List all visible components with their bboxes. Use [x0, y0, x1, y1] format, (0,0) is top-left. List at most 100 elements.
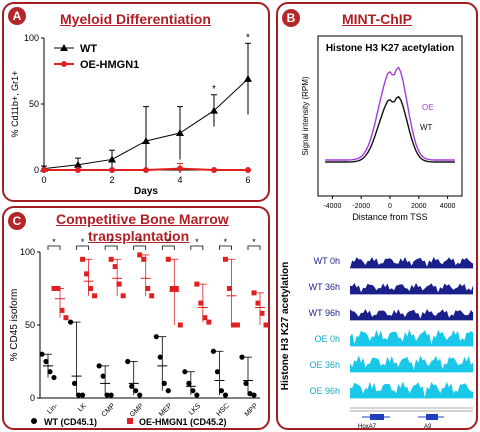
track-label: OE 96h: [309, 386, 340, 396]
data-point: [137, 252, 143, 258]
data-point: [84, 271, 90, 277]
data-point: [251, 392, 257, 398]
panel-a-badge: A: [8, 7, 26, 25]
track-signal: [350, 309, 474, 320]
x-tick-label: -4000: [323, 203, 341, 210]
data-point: [198, 300, 204, 306]
data-point: [244, 74, 252, 82]
significance-mark: *: [195, 237, 199, 247]
plot-frame: [317, 35, 463, 197]
significance-mark: *: [252, 237, 256, 247]
data-point: [190, 388, 196, 394]
data-point: [88, 286, 94, 291]
gene-label: A9: [424, 424, 432, 430]
data-point: [67, 319, 74, 325]
panel-c: C Competitive Bone Marrow transplantatio…: [2, 206, 270, 430]
significance-bracket: [247, 245, 261, 250]
y-tick-label: 50: [25, 320, 35, 330]
data-point: [75, 392, 82, 398]
data-point: [96, 363, 102, 369]
significance-mark: *: [224, 237, 228, 247]
track-label: WT 36h: [309, 282, 340, 292]
data-point: [129, 383, 135, 389]
x-tick-label: 2000: [411, 203, 427, 210]
data-point: [141, 256, 147, 262]
data-point: [116, 281, 122, 287]
profile-label-oe: OE: [422, 103, 434, 112]
data-point: [51, 374, 57, 381]
legend-label: WT (CD45.1): [44, 417, 97, 427]
legend-swatch: [60, 44, 68, 51]
track-signal: [350, 329, 474, 346]
data-point: [143, 167, 149, 173]
track-label: OE 0h: [314, 334, 340, 344]
significance-mark: *: [109, 237, 113, 247]
data-point: [211, 167, 217, 173]
legend: WT OE-HMGN1: [54, 43, 139, 71]
data-point: [210, 348, 217, 354]
panel-c-title-line1: Competitive Bone Marrow: [56, 211, 229, 227]
category-label: Lin-: [46, 402, 60, 416]
track-signal: [350, 381, 474, 398]
data-point: [133, 388, 139, 394]
data-point: [176, 129, 184, 137]
data-point: [230, 322, 236, 328]
data-point: [173, 286, 179, 291]
track-label: OE 36h: [309, 360, 340, 370]
data-point: [59, 307, 65, 313]
myeloid-chart: 0 50 100 0 2 4 6 Days % Cd11b+, Gr1+ * * WT OE-HMGN1: [10, 32, 252, 197]
significance-bracket: [76, 245, 89, 250]
x-tick-label: 2: [109, 175, 114, 185]
data-point: [210, 106, 218, 114]
significance-mark: *: [246, 32, 250, 43]
x-tick-label: 4000: [440, 203, 456, 210]
data-point: [153, 334, 159, 340]
data-point: [165, 256, 171, 262]
category-label: LK: [77, 402, 88, 413]
data-point: [182, 369, 188, 375]
data-point: [206, 319, 212, 325]
data-point: [120, 293, 126, 299]
data-point: [161, 380, 167, 386]
category-label: HSC: [215, 402, 230, 417]
profile-line-oe: [325, 66, 455, 161]
track-signal: [350, 282, 474, 294]
data-point: [55, 286, 61, 291]
data-point: [255, 300, 261, 306]
y-axis-label: % CD45 isoform: [9, 289, 20, 362]
significance-mark: *: [52, 237, 56, 247]
data-point: [239, 354, 245, 360]
data-point: [177, 322, 183, 328]
data-point: [47, 369, 53, 375]
profile-title: Histone H3 K27 acetylation: [326, 43, 454, 54]
data-point: [234, 322, 240, 328]
data-point: [194, 392, 200, 398]
panel-b-title: MINT-ChIP: [342, 11, 412, 27]
category-label: CMP: [101, 402, 117, 418]
data-point: [79, 392, 86, 398]
x-axis-label: Distance from TSS: [352, 212, 427, 222]
data-point: [263, 322, 269, 328]
data-point: [112, 264, 118, 270]
legend-label: WT: [80, 43, 97, 55]
data-point: [243, 380, 249, 386]
category-label: LKS: [188, 402, 203, 417]
data-point: [214, 369, 221, 375]
y-tick-label: 100: [24, 33, 39, 43]
data-point: [71, 380, 78, 386]
data-point: [222, 392, 229, 398]
y-axis-label: Signal intensity (RPM): [301, 76, 310, 155]
data-point: [157, 354, 163, 360]
data-point: [259, 310, 265, 316]
data-point: [43, 358, 49, 365]
data-point: [104, 392, 110, 398]
series-OE-HMGN1: [41, 162, 251, 173]
significance-bracket: [190, 245, 204, 250]
data-point: [226, 286, 232, 291]
data-point: [41, 167, 47, 173]
x-tick-label: -2000: [352, 203, 370, 210]
significance-mark: *: [167, 237, 171, 247]
significance-bracket: [161, 245, 175, 250]
track-signal: [350, 257, 474, 268]
data-point: [63, 315, 69, 321]
